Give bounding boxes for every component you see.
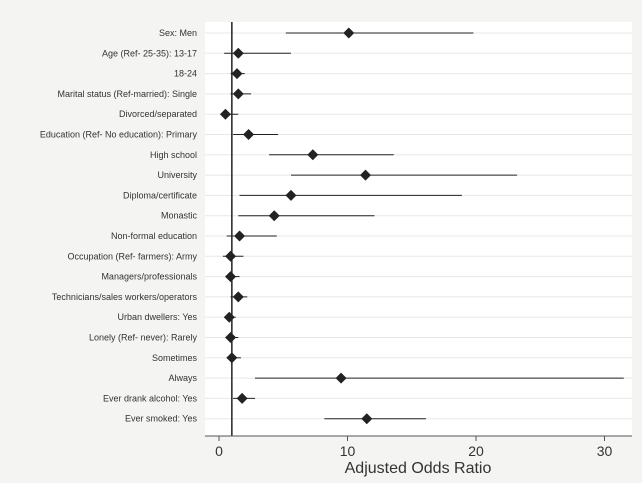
category-label: Age (Ref- 25-35): 13-17 [102,48,197,58]
category-label: High school [150,150,197,160]
category-label: Education (Ref- No education): Primary [40,130,198,140]
category-label: Managers/professionals [101,272,197,282]
estimate-marker [225,250,237,262]
estimate-marker [232,88,244,100]
category-label: Monastic [161,211,198,221]
estimate-marker [236,392,248,404]
x-tick-label: 0 [215,443,223,459]
estimate-marker [226,352,238,364]
estimate-marker [231,68,243,80]
estimate-marker [225,332,237,343]
estimate-marker [234,230,246,242]
x-ticks: 0 10 20 30 [205,435,632,459]
category-label: Marital status (Ref-married): Single [57,89,197,99]
category-label: Sometimes [152,353,198,363]
estimate-marker [359,169,371,181]
category-label: Ever smoked: Yes [125,414,198,424]
x-tick-label: 20 [468,443,484,459]
category-label: Divorced/separated [119,109,197,119]
category-label: Lonely (Ref- never): Rarely [89,333,198,343]
estimate-marker [335,372,347,384]
category-label: Non-formal education [111,231,197,241]
point-markers [219,27,373,425]
estimate-marker [219,108,231,120]
estimate-marker [343,27,355,39]
category-labels: Sex: Men Age (Ref- 25-35): 13-17 18-24 Mari… [40,28,198,424]
estimate-marker [285,189,297,201]
x-tick-label: 30 [597,443,613,459]
estimate-marker [268,210,280,222]
estimate-marker [232,291,244,303]
estimate-marker [307,149,319,161]
estimate-marker [232,47,244,59]
estimate-marker [243,129,255,140]
ci-lines [221,32,624,420]
category-label: Diploma/certificate [123,190,197,200]
x-axis-title: Adjusted Odds Ratio [345,460,492,477]
plot-area [205,22,632,436]
estimate-marker [361,413,373,425]
x-tick-label: 10 [340,443,356,459]
category-label: 18-24 [174,69,197,79]
category-label: Technicians/sales workers/operators [52,292,198,302]
category-label: Ever drank alcohol: Yes [103,393,198,403]
category-label: Sex: Men [159,28,197,38]
category-label: Occupation (Ref- farmers): Army [67,251,197,261]
category-label: Urban dwellers: Yes [117,312,197,322]
category-label: University [157,170,197,180]
estimate-marker [223,311,235,323]
category-label: Always [168,373,197,383]
estimate-marker [225,271,237,283]
